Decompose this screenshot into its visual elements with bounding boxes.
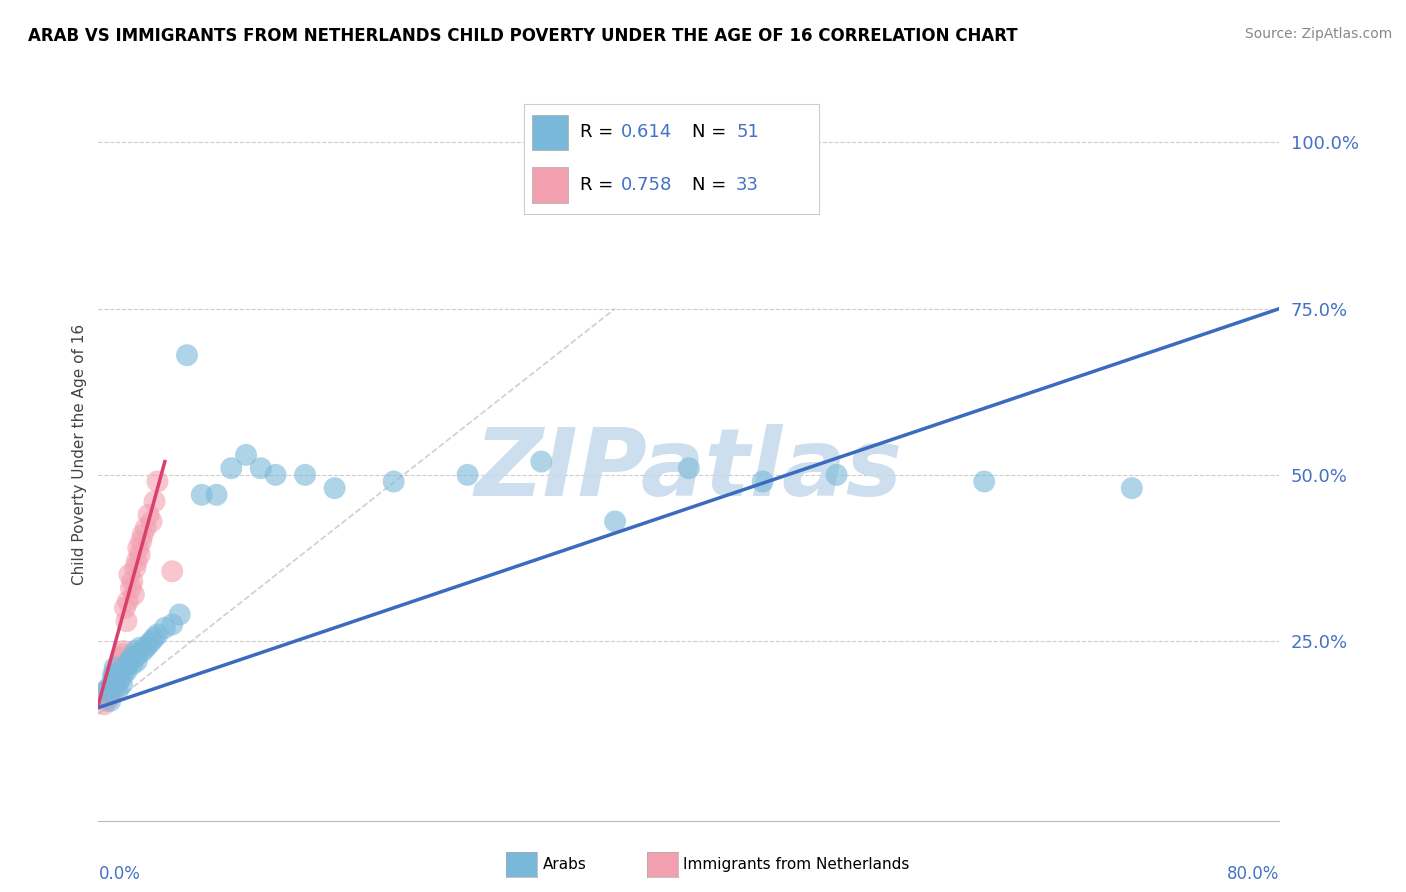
Point bbox=[115, 614, 138, 628]
Point bbox=[323, 481, 346, 495]
Point bbox=[114, 600, 136, 615]
Point bbox=[115, 664, 138, 678]
Point bbox=[250, 461, 273, 475]
Text: Immigrants from Netherlands: Immigrants from Netherlands bbox=[683, 857, 910, 871]
Point bbox=[104, 661, 127, 675]
Point bbox=[128, 640, 150, 655]
Point bbox=[205, 488, 228, 502]
Point bbox=[294, 467, 316, 482]
Point bbox=[143, 631, 166, 645]
Point bbox=[162, 564, 183, 578]
Point bbox=[107, 684, 129, 698]
Point bbox=[141, 634, 163, 648]
Text: Arabs: Arabs bbox=[543, 857, 586, 871]
Y-axis label: Child Poverty Under the Age of 16: Child Poverty Under the Age of 16 bbox=[72, 325, 87, 585]
Point bbox=[93, 698, 115, 712]
Point bbox=[678, 461, 700, 475]
Point bbox=[162, 617, 183, 632]
Point bbox=[108, 657, 131, 672]
Point bbox=[176, 348, 198, 362]
Point bbox=[1121, 481, 1143, 495]
Point bbox=[825, 467, 848, 482]
Point bbox=[751, 475, 773, 489]
Point bbox=[117, 657, 139, 672]
Point bbox=[111, 648, 134, 662]
Point bbox=[146, 627, 169, 641]
Point bbox=[97, 690, 120, 705]
Point bbox=[169, 607, 191, 622]
Point bbox=[103, 684, 125, 698]
Point bbox=[128, 548, 150, 562]
Point bbox=[143, 494, 166, 508]
Point bbox=[112, 644, 135, 658]
Point bbox=[96, 684, 118, 698]
Point bbox=[219, 461, 242, 475]
Point bbox=[382, 475, 405, 489]
Point bbox=[132, 527, 155, 541]
Point bbox=[132, 644, 155, 658]
Point bbox=[118, 567, 141, 582]
Point bbox=[138, 508, 160, 522]
Point bbox=[105, 677, 128, 691]
Point bbox=[129, 534, 152, 549]
Point bbox=[118, 654, 141, 668]
Point bbox=[127, 541, 149, 555]
Point bbox=[530, 454, 553, 468]
Point bbox=[111, 677, 134, 691]
Point bbox=[141, 515, 163, 529]
Point bbox=[98, 687, 121, 701]
Point bbox=[135, 640, 157, 655]
Point bbox=[121, 657, 143, 672]
Text: Source: ZipAtlas.com: Source: ZipAtlas.com bbox=[1244, 27, 1392, 41]
Point bbox=[104, 667, 127, 681]
Point bbox=[125, 654, 148, 668]
Point bbox=[605, 515, 627, 529]
Text: 0.0%: 0.0% bbox=[98, 864, 141, 882]
Point bbox=[108, 673, 131, 688]
Point bbox=[124, 561, 146, 575]
Point bbox=[235, 448, 257, 462]
Text: ZIPatlas: ZIPatlas bbox=[475, 424, 903, 516]
Point bbox=[120, 650, 142, 665]
Point bbox=[135, 521, 157, 535]
Point bbox=[125, 554, 148, 568]
Point bbox=[121, 574, 143, 589]
Point bbox=[103, 667, 125, 681]
Point bbox=[124, 644, 146, 658]
Point bbox=[138, 637, 160, 651]
Point bbox=[112, 667, 135, 681]
Point bbox=[97, 681, 120, 695]
Point bbox=[94, 684, 117, 698]
Point bbox=[110, 650, 132, 665]
Point bbox=[114, 661, 136, 675]
Text: 80.0%: 80.0% bbox=[1227, 864, 1279, 882]
Point bbox=[191, 488, 214, 502]
Point bbox=[122, 588, 145, 602]
Point bbox=[146, 475, 169, 489]
Point bbox=[264, 467, 287, 482]
Point bbox=[153, 621, 176, 635]
Text: ARAB VS IMMIGRANTS FROM NETHERLANDS CHILD POVERTY UNDER THE AGE OF 16 CORRELATIO: ARAB VS IMMIGRANTS FROM NETHERLANDS CHIL… bbox=[28, 27, 1018, 45]
Point bbox=[122, 650, 145, 665]
Point bbox=[107, 661, 129, 675]
Point bbox=[94, 694, 117, 708]
Point bbox=[456, 467, 478, 482]
Point bbox=[973, 475, 995, 489]
Point bbox=[100, 681, 122, 695]
Point bbox=[100, 677, 122, 691]
Point bbox=[127, 648, 149, 662]
Point bbox=[105, 673, 128, 688]
Point bbox=[103, 671, 125, 685]
Point bbox=[98, 694, 121, 708]
Point bbox=[117, 594, 139, 608]
Point bbox=[120, 581, 142, 595]
Point bbox=[110, 671, 132, 685]
